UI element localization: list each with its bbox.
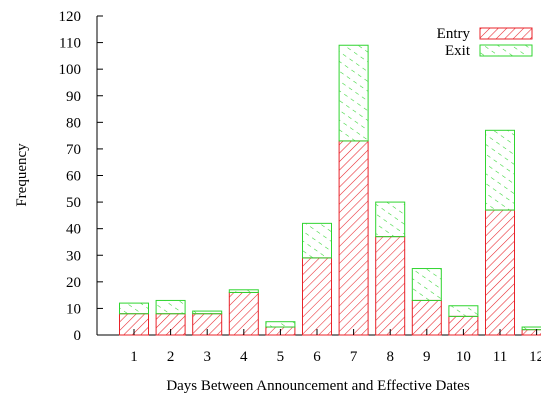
bar-entry-6	[302, 257, 332, 336]
x-tick-label: 5	[277, 349, 285, 365]
y-tick-label: 0	[74, 328, 82, 344]
x-tick-label: 6	[313, 349, 321, 365]
bar-entry-11	[485, 209, 515, 336]
x-tick-label: 7	[350, 349, 358, 365]
x-tick-label: 4	[240, 349, 248, 365]
y-tick-label: 90	[66, 89, 81, 105]
y-tick-label: 120	[59, 9, 82, 25]
legend-swatch-exit	[479, 44, 533, 57]
bar-entry-8	[375, 236, 406, 336]
y-tick-label: 60	[66, 169, 81, 185]
x-tick-label: 2	[167, 349, 175, 365]
y-tick-label: 20	[66, 275, 81, 291]
bar-exit-5	[265, 321, 296, 328]
bar-entry-4	[228, 291, 259, 336]
x-tick-label: 11	[493, 349, 507, 365]
y-tick-label: 50	[66, 195, 81, 211]
legend-label-entry: Entry	[437, 26, 471, 42]
x-axis-title: Days Between Announcement and Effective …	[166, 378, 470, 394]
y-tick-label: 100	[59, 62, 82, 78]
y-tick-label: 40	[66, 222, 81, 238]
bar-exit-2	[155, 299, 186, 315]
y-tick-label: 70	[66, 142, 81, 158]
bar-exit-11	[485, 129, 515, 211]
bar-entry-12	[521, 329, 541, 336]
bar-exit-8	[375, 201, 406, 238]
bar-exit-10	[448, 305, 479, 317]
bar-exit-9	[411, 268, 442, 301]
legend-swatch-entry	[479, 27, 533, 40]
bar-exit-3	[192, 310, 223, 315]
y-tick-label: 110	[59, 36, 81, 52]
x-tick-label: 1	[130, 349, 138, 365]
x-tick-label: 3	[203, 349, 211, 365]
bar-exit-12	[521, 326, 541, 331]
y-tick-label: 30	[66, 248, 81, 264]
legend-label-exit: Exit	[445, 43, 471, 59]
bar-exit-1	[119, 302, 149, 315]
y-axis-title: Frequency	[14, 143, 30, 207]
x-tick-label: 12	[529, 349, 541, 365]
bar-exit-7	[338, 44, 369, 142]
x-tick-label: 10	[456, 349, 471, 365]
x-tick-label: 9	[423, 349, 431, 365]
y-tick-label: 10	[66, 301, 81, 317]
bar-exit-4	[228, 289, 259, 293]
y-tick-label: 80	[66, 115, 81, 131]
x-tick-label: 8	[386, 349, 394, 365]
bar-exit-6	[302, 222, 332, 259]
bar-entry-7	[338, 140, 369, 336]
